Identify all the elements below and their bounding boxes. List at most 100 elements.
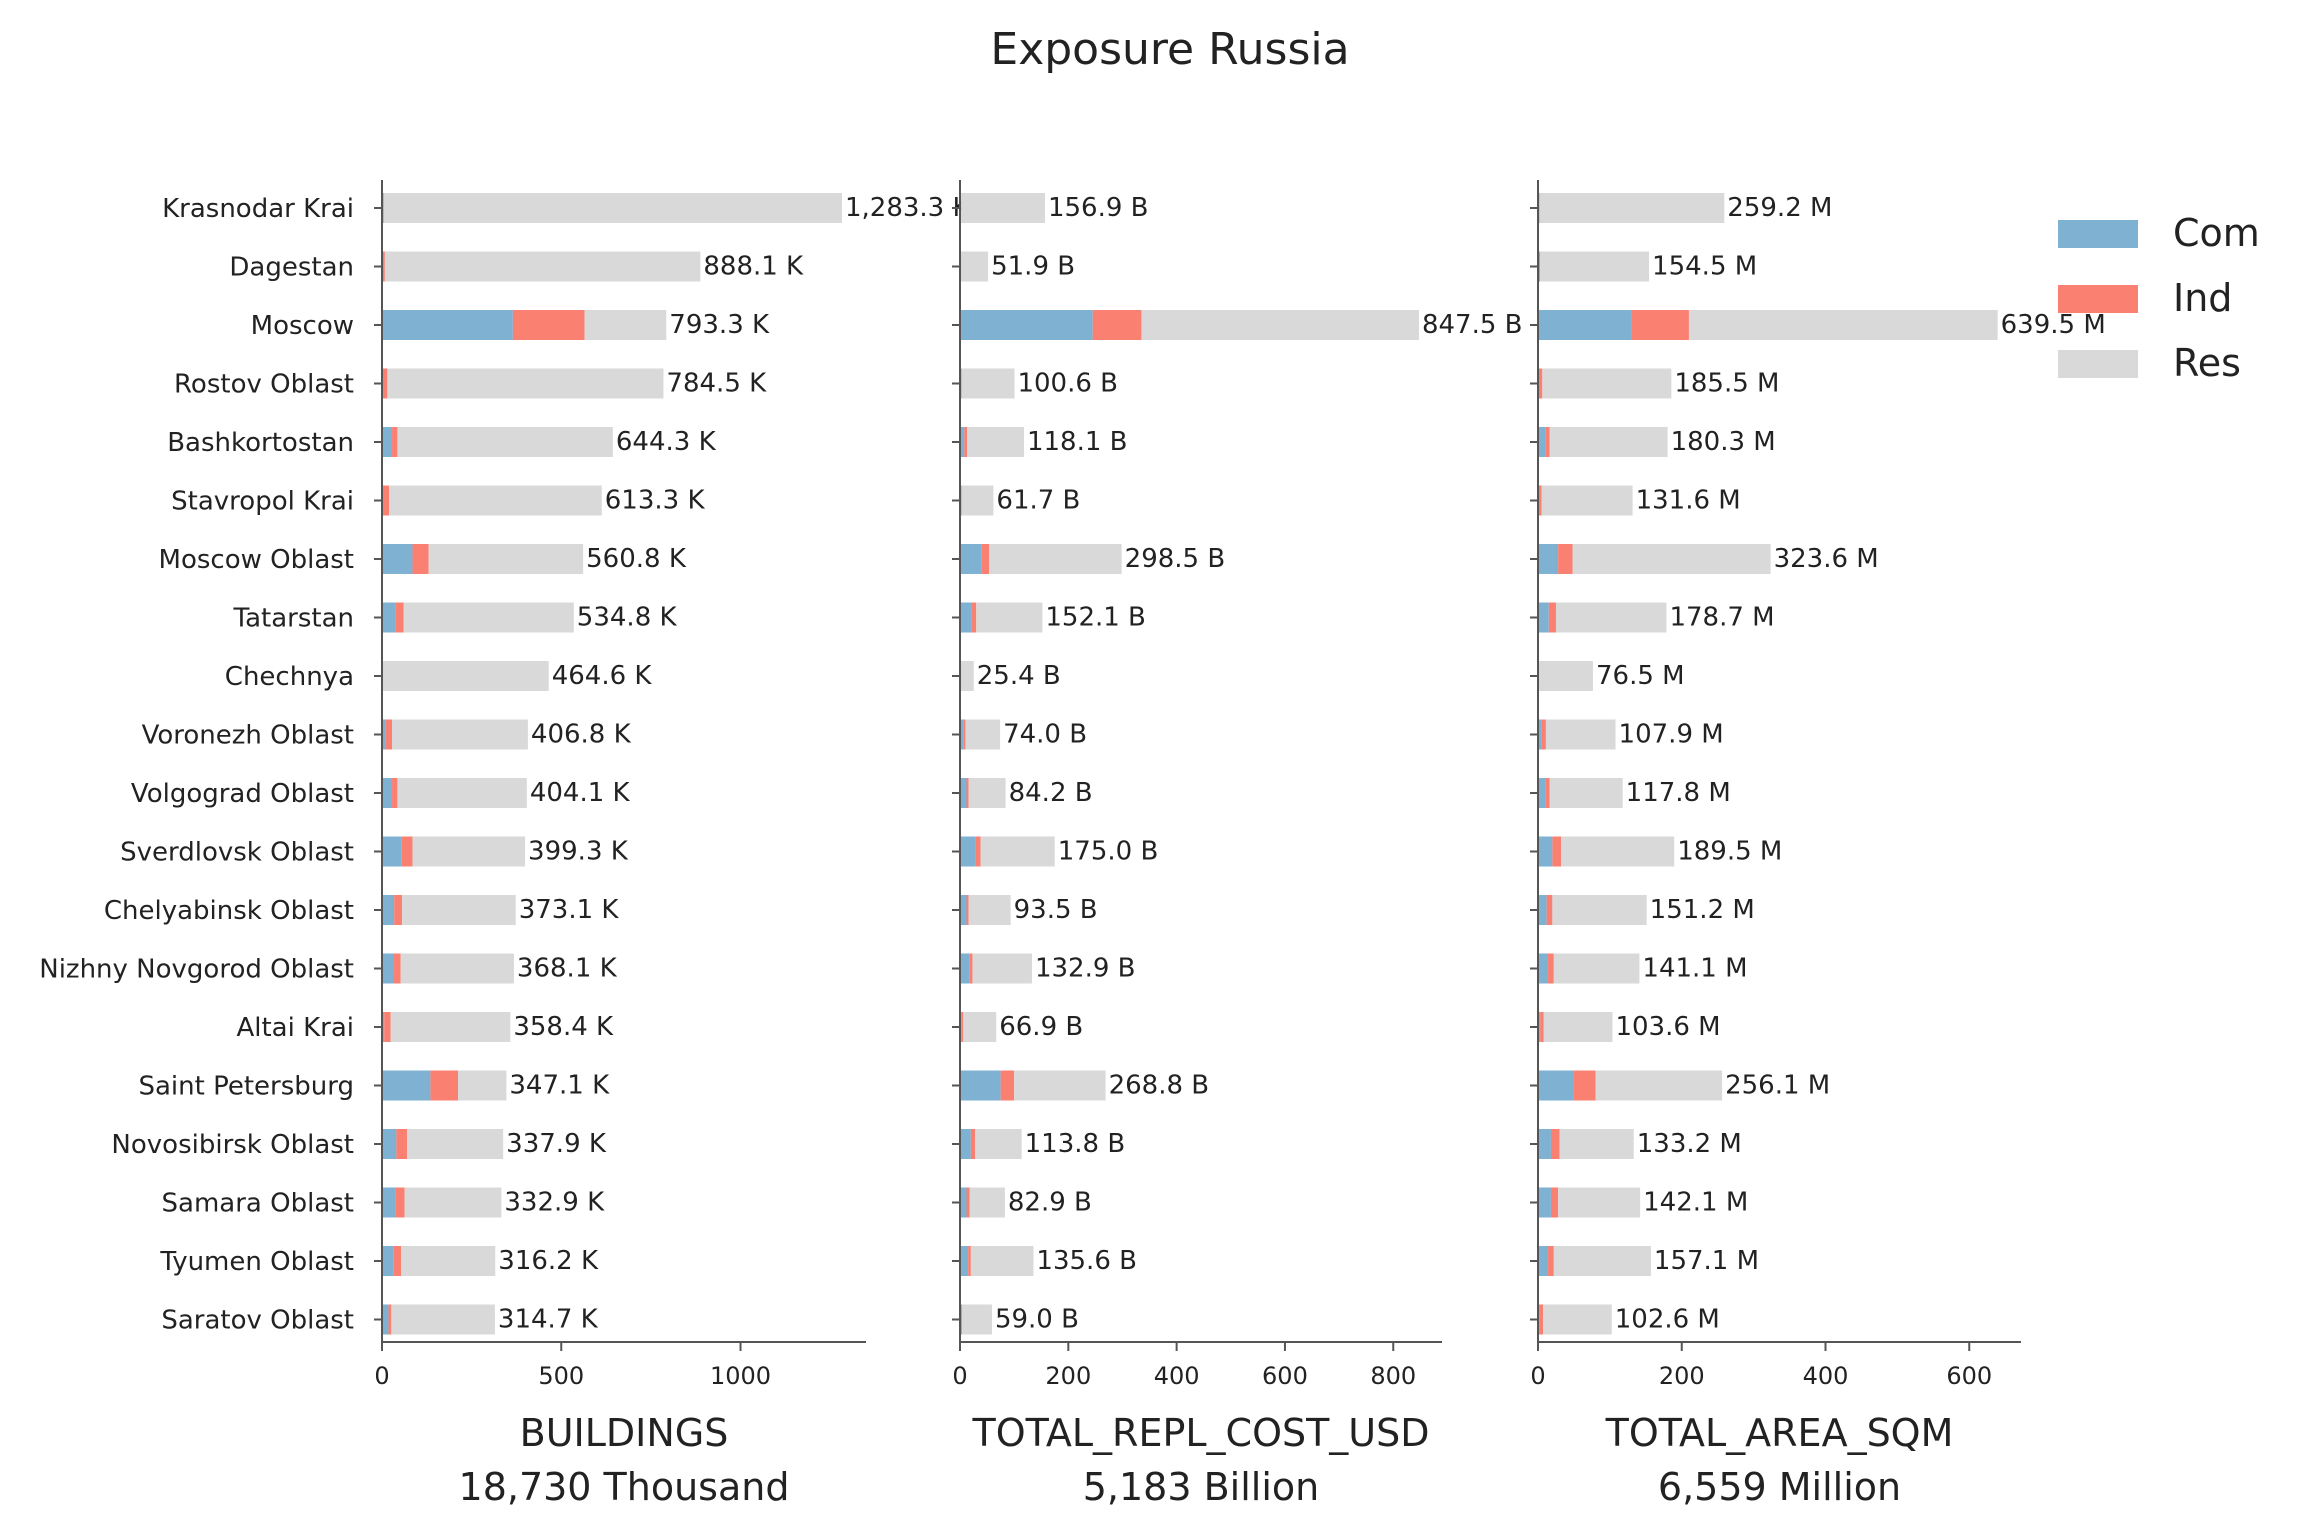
bar-com (382, 895, 395, 925)
bar-res (1595, 1070, 1723, 1101)
data-label: 93.5 B (1014, 895, 1098, 925)
data-label: 347.1 K (509, 1071, 610, 1101)
bar-com (382, 310, 513, 340)
bar-res (1549, 427, 1668, 457)
bar-com (382, 602, 396, 633)
bar-ind (1538, 251, 1541, 282)
y-tick-label: Sverdlovsk Oblast (120, 838, 354, 868)
bar-res (458, 1070, 507, 1101)
bar-ind (1546, 895, 1553, 925)
data-label: 51.9 B (991, 252, 1075, 282)
bar-com (960, 544, 982, 574)
x-tick-label: 200 (1659, 1362, 1705, 1390)
bar-com (382, 953, 394, 984)
x-tick-label: 600 (1946, 1362, 1992, 1390)
y-tick-label: Nizhny Novgorod Oblast (39, 955, 354, 985)
x-axis-total-label: 5,183 Billion (1083, 1465, 1320, 1509)
bar-com (1538, 544, 1559, 574)
data-label: 152.1 B (1045, 603, 1146, 633)
bar-ind (1631, 310, 1689, 340)
bar-com (382, 836, 402, 867)
bar-com (382, 778, 393, 808)
data-label: 189.5 M (1677, 837, 1782, 867)
data-label: 404.1 K (530, 778, 631, 808)
data-label: 639.5 M (2001, 310, 2106, 340)
data-label: 132.9 B (1035, 954, 1136, 984)
bar-res (1552, 895, 1647, 925)
bar-ind (975, 836, 981, 867)
bar-com (960, 895, 967, 925)
y-tick-label: Stavropol Krai (171, 487, 354, 517)
data-label: 613.3 K (605, 486, 706, 516)
data-label: 66.9 B (999, 1012, 1083, 1042)
bar-res (989, 544, 1122, 574)
bar-res (961, 485, 994, 516)
bar-com (1538, 1129, 1551, 1159)
bar-com (1538, 1012, 1541, 1042)
data-label: 117.8 M (1626, 778, 1731, 808)
x-axis-label: BUILDINGS (520, 1411, 729, 1455)
bar-com (1538, 836, 1553, 867)
data-label: 154.5 M (1652, 252, 1757, 282)
data-label: 534.8 K (577, 603, 678, 633)
bar-com (960, 836, 976, 867)
data-label: 406.8 K (531, 720, 632, 750)
bar-res (1553, 953, 1640, 984)
bar-ind (396, 1129, 408, 1159)
data-label: 784.5 K (666, 369, 767, 399)
bar-res (965, 719, 1001, 750)
x-tick-label: 500 (538, 1362, 584, 1390)
bar-ind (968, 1246, 971, 1276)
bar-com (382, 1304, 389, 1335)
bar-res (387, 368, 664, 399)
bar-ind (392, 778, 398, 808)
y-tick-label: Samara Oblast (162, 1189, 354, 1219)
data-label: 107.9 M (1619, 720, 1724, 750)
bar-res (961, 193, 1045, 223)
bar-res (1559, 1129, 1634, 1159)
data-label: 644.3 K (616, 427, 717, 457)
bar-ind (966, 1187, 970, 1218)
data-label: 358.4 K (513, 1012, 614, 1042)
bar-com (1538, 953, 1549, 984)
data-label: 298.5 B (1125, 544, 1226, 574)
bar-ind (395, 602, 404, 633)
bar-ind (964, 427, 968, 457)
bar-res (961, 368, 1015, 399)
data-label: 100.6 B (1017, 369, 1118, 399)
bar-ind (1540, 1012, 1544, 1042)
bar-com (382, 544, 413, 574)
bar-com (382, 1012, 385, 1042)
bar-res (1539, 193, 1725, 223)
bar-ind (1539, 1304, 1544, 1335)
bar-res (1558, 1187, 1641, 1218)
bar-com (960, 1129, 971, 1159)
x-tick-label: 0 (952, 1362, 967, 1390)
y-tick-label: Krasnodar Krai (162, 194, 354, 224)
bar-com (960, 1187, 967, 1218)
bar-ind (430, 1070, 459, 1101)
data-label: 888.1 K (703, 252, 804, 282)
chart-panels: Krasnodar Krai 1,283.3 K Dagestan 888.1 K Mo… (39, 180, 2106, 1509)
bar-res (968, 778, 1006, 808)
data-label: 76.5 M (1596, 661, 1685, 691)
bar-ind (961, 1304, 963, 1335)
data-label: 847.5 B (1422, 310, 1523, 340)
bar-res (1553, 1246, 1651, 1276)
y-tick-label: Volgograd Oblast (131, 779, 354, 809)
x-tick-label: 600 (1262, 1362, 1308, 1390)
bar-res (403, 602, 574, 633)
bar-com (1538, 1070, 1574, 1101)
data-label: 316.2 K (498, 1246, 599, 1276)
bar-res (584, 310, 667, 340)
bar-res (384, 251, 701, 282)
x-axis-label: TOTAL_AREA_SQM (1605, 1411, 1954, 1455)
bar-com (1538, 719, 1542, 750)
bar-ind (1550, 1187, 1559, 1218)
bar-ind (963, 719, 966, 750)
data-label: 337.9 K (506, 1129, 607, 1159)
data-label: 368.1 K (517, 954, 618, 984)
bar-res (976, 602, 1043, 633)
chart-title: Exposure Russia (990, 24, 1349, 75)
data-label: 259.2 M (1727, 193, 1832, 223)
